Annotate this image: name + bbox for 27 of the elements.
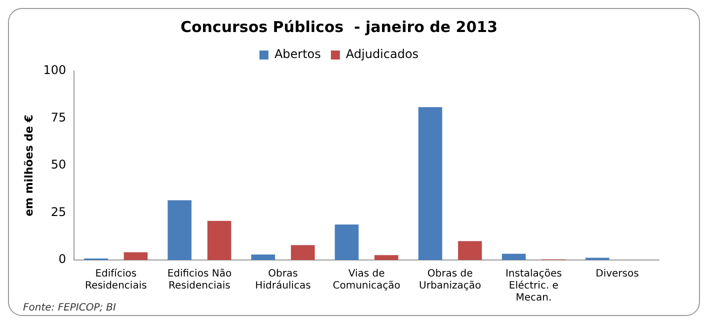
y-tick-label: 75 (50, 110, 66, 124)
x-tick-label: Edificios Não Residenciais (167, 268, 232, 292)
bar (124, 252, 148, 260)
x-tick-label: Obras de Urbanização (419, 268, 482, 292)
x-tick-label: Vias de Comunicação (332, 268, 400, 292)
legend-label: Adjudicados (346, 47, 419, 62)
bar (251, 254, 276, 260)
bar (374, 255, 398, 260)
legend-label: Abertos (274, 47, 321, 62)
bar (458, 241, 482, 260)
x-tick-label: Edifícios Residenciais (84, 268, 147, 292)
bar (418, 107, 442, 260)
x-tick-label: Diversos (596, 268, 639, 280)
y-tick-label: 50 (50, 158, 66, 172)
y-tick-label: 25 (50, 204, 66, 219)
bar (207, 220, 232, 260)
bar (502, 254, 526, 260)
y-axis-title: em milhões de € (22, 114, 36, 216)
x-tick-label: Instalações Eléctric. e Mecan. (505, 268, 562, 304)
bar (168, 200, 192, 260)
chart-title: Concursos Públicos - janeiro de 2013 (180, 18, 498, 36)
y-tick-label: 100 (43, 63, 66, 78)
x-tick-label: Obras Hidráulicas (255, 268, 311, 292)
y-tick-label: 0 (58, 252, 66, 266)
source-note: Fonte: FEPICOP; BI (23, 302, 116, 314)
bar (290, 245, 315, 260)
bar (334, 224, 359, 260)
